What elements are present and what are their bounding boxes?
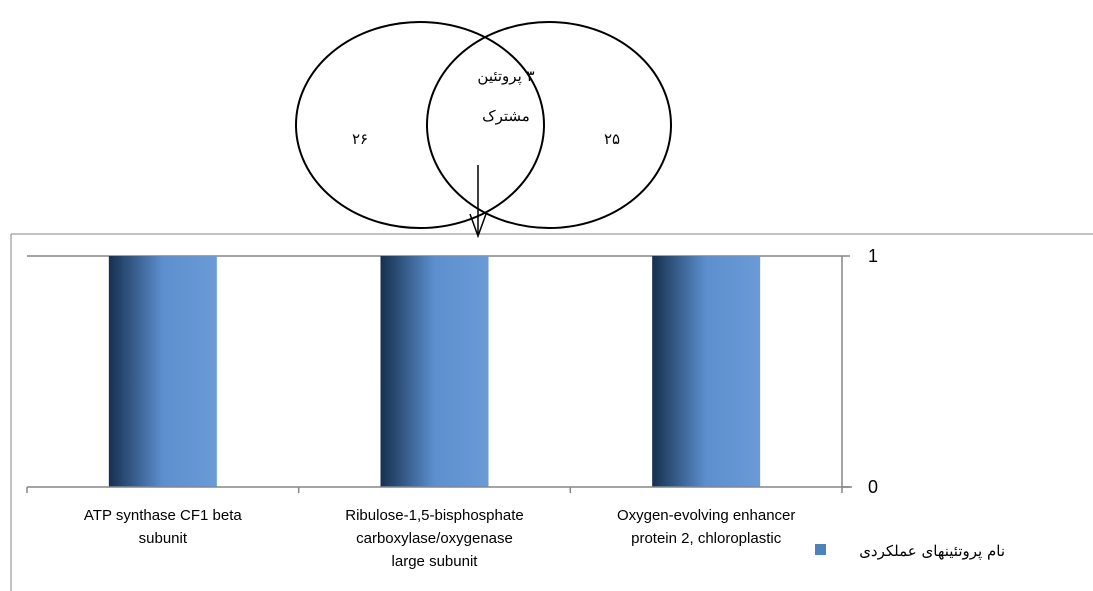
x-label-1: Ribulose-1,5-bisphosphate carboxylase/oxy… [345, 507, 523, 570]
venn-left-count: ۲۶ [352, 130, 368, 148]
legend: نام پروتئینهای عملکردی [815, 542, 1005, 560]
x-label-0: ATP synthase CF1 beta subunit [84, 507, 243, 547]
bar-series [108, 256, 761, 487]
legend-swatch [815, 544, 826, 555]
venn-overlap-line1: ۳ پروتئین [477, 67, 534, 85]
legend-label: نام پروتئینهای عملکردی [859, 542, 1005, 560]
venn-left-circle [295, 21, 545, 229]
x-axis-labels: ATP synthase CF1 beta subunit Ribulose-1,5… [84, 507, 795, 570]
venn-arrow-head [469, 213, 487, 239]
x-axis-ticks [26, 487, 843, 493]
x-label-2: Oxygen-evolving enhancer protein 2, chlor… [617, 507, 795, 547]
bar-0 [108, 256, 217, 487]
venn-overlap-line2: مشترک [482, 107, 530, 125]
y-tick-label-0: 0 [868, 477, 878, 497]
venn-right-circle [426, 21, 672, 229]
bar-1 [380, 256, 489, 487]
venn-diagram: ۲۶ ۲۵ ۳ پروتئین مشترک [295, 21, 672, 239]
venn-right-count: ۲۵ [604, 130, 620, 148]
chart-frame [10, 233, 1093, 591]
y-tick-label-1: 1 [868, 246, 878, 266]
y-axis-ticks: 01 [842, 246, 878, 497]
bar-2 [652, 256, 761, 487]
